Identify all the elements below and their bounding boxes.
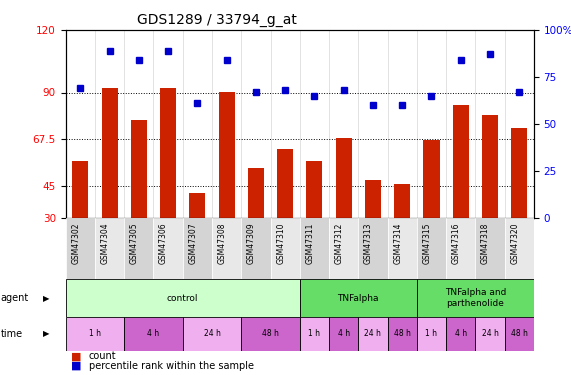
Text: 48 h: 48 h — [262, 329, 279, 338]
Bar — [300, 279, 417, 317]
Bar — [359, 317, 388, 351]
Bar — [505, 317, 534, 351]
Text: GDS1289 / 33794_g_at: GDS1289 / 33794_g_at — [137, 13, 297, 27]
Bar — [160, 88, 176, 218]
Bar — [95, 217, 124, 279]
Bar — [300, 317, 329, 351]
Text: GSM47308: GSM47308 — [218, 222, 227, 264]
Text: GSM47309: GSM47309 — [247, 222, 256, 264]
Text: ▶: ▶ — [43, 294, 49, 303]
Bar — [131, 120, 147, 218]
Bar — [271, 217, 300, 279]
Bar — [102, 88, 118, 218]
Bar — [300, 217, 329, 279]
Bar — [66, 279, 300, 317]
Bar — [329, 217, 359, 279]
Text: 48 h: 48 h — [394, 329, 411, 338]
Text: GSM47313: GSM47313 — [364, 222, 373, 264]
Text: 24 h: 24 h — [203, 329, 220, 338]
Bar — [424, 140, 440, 218]
Text: 1 h: 1 h — [425, 329, 437, 338]
Text: GSM47311: GSM47311 — [305, 222, 315, 264]
Text: 48 h: 48 h — [511, 329, 528, 338]
Text: 24 h: 24 h — [481, 329, 498, 338]
Text: 4 h: 4 h — [455, 329, 467, 338]
Text: 1 h: 1 h — [89, 329, 101, 338]
Bar — [219, 93, 235, 218]
Bar — [475, 217, 505, 279]
Bar — [248, 168, 264, 217]
Text: GSM47310: GSM47310 — [276, 222, 285, 264]
Text: 4 h: 4 h — [147, 329, 159, 338]
Bar — [417, 279, 534, 317]
Text: ■: ■ — [71, 361, 82, 370]
Text: GSM47312: GSM47312 — [335, 222, 344, 264]
Bar — [124, 217, 154, 279]
Text: time: time — [1, 329, 23, 339]
Bar — [307, 161, 323, 218]
Bar — [505, 217, 534, 279]
Bar — [66, 317, 124, 351]
Text: GSM47307: GSM47307 — [188, 222, 198, 264]
Bar — [190, 192, 206, 217]
Bar — [475, 317, 505, 351]
Text: control: control — [167, 294, 199, 303]
Text: percentile rank within the sample: percentile rank within the sample — [89, 361, 254, 370]
Bar — [482, 116, 498, 218]
Bar — [417, 217, 446, 279]
Text: GSM47302: GSM47302 — [71, 222, 81, 264]
Bar — [453, 105, 469, 218]
Bar — [183, 317, 241, 351]
Text: 4 h: 4 h — [337, 329, 349, 338]
Bar — [388, 317, 417, 351]
Text: agent: agent — [1, 293, 29, 303]
Bar — [212, 217, 241, 279]
Bar — [394, 184, 410, 218]
Text: GSM47304: GSM47304 — [100, 222, 110, 264]
Text: count: count — [89, 351, 116, 361]
Text: 1 h: 1 h — [308, 329, 320, 338]
Bar — [241, 217, 271, 279]
Bar — [417, 317, 446, 351]
Text: GSM47315: GSM47315 — [423, 222, 432, 264]
Text: GSM47318: GSM47318 — [481, 222, 490, 264]
Bar — [124, 317, 183, 351]
Text: GSM47314: GSM47314 — [393, 222, 402, 264]
Text: GSM47306: GSM47306 — [159, 222, 168, 264]
Bar — [446, 217, 475, 279]
Bar — [359, 217, 388, 279]
Bar — [66, 217, 95, 279]
Bar — [511, 128, 527, 218]
Text: ■: ■ — [71, 351, 82, 361]
Text: GSM47305: GSM47305 — [130, 222, 139, 264]
Text: ▶: ▶ — [43, 329, 49, 338]
Bar — [365, 180, 381, 218]
Bar — [277, 149, 293, 217]
Text: GSM47316: GSM47316 — [452, 222, 461, 264]
Text: TNFalpha and
parthenolide: TNFalpha and parthenolide — [445, 288, 506, 308]
Bar — [154, 217, 183, 279]
Bar — [388, 217, 417, 279]
Text: TNFalpha: TNFalpha — [337, 294, 379, 303]
Bar — [329, 317, 359, 351]
Bar — [241, 317, 300, 351]
Text: GSM47320: GSM47320 — [510, 222, 519, 264]
Bar — [336, 138, 352, 218]
Bar — [73, 161, 89, 218]
Bar — [183, 217, 212, 279]
Bar — [446, 317, 475, 351]
Text: 24 h: 24 h — [364, 329, 381, 338]
